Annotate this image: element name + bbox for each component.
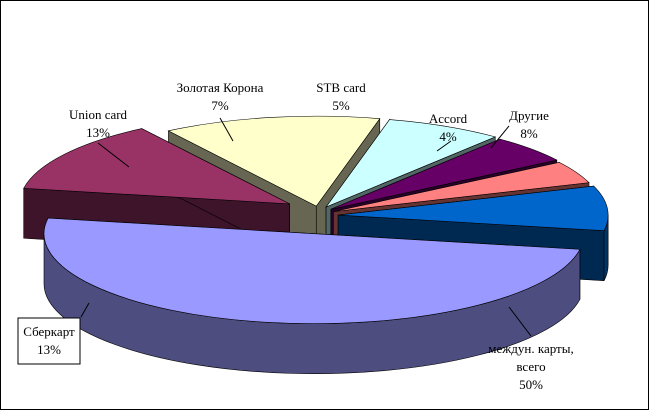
- leader-line-union-card: [97, 142, 130, 168]
- data-label-междун-карты-всего-line-1: междун. карты,: [488, 341, 573, 356]
- data-label-другие-line-2: 8%: [520, 126, 538, 141]
- pie-slice-междун-карты-всего: [43, 217, 581, 375]
- label-box-сберкарт: [17, 317, 81, 365]
- data-label-union-card-line-2: 13%: [86, 125, 110, 140]
- data-label-union-card-line-1: Union card: [69, 107, 128, 122]
- slice-top-face: [167, 115, 381, 207]
- data-label-stb-card-line-1: STB card: [316, 80, 366, 95]
- data-label-сберкарт-line-1: Сберкарт: [23, 324, 75, 339]
- data-label-accord-line-1: Accord: [429, 111, 468, 126]
- slice-top-face: [333, 162, 590, 212]
- pie-slices: [23, 115, 609, 375]
- data-label-другие-line-1: Другие: [509, 108, 549, 123]
- data-label-золотая-корона-line-2: 7%: [211, 98, 229, 113]
- leader-line-сберкарт: [80, 302, 90, 318]
- leader-line-междун-карты-всего: [508, 306, 532, 337]
- data-labels: междун. карты, всего 50% Сберкарт 13% Union c…: [17, 80, 574, 392]
- leader-lines: [80, 117, 532, 337]
- data-label-stb-card-line-2: 5%: [332, 98, 350, 113]
- slice-top-face: [338, 185, 609, 232]
- data-label-accord-line-2: 4%: [439, 129, 457, 144]
- data-label-междун-карты-всего-line-2: всего: [516, 359, 545, 374]
- slice-top-face: [23, 128, 290, 205]
- leader-line-accord: [436, 140, 452, 152]
- leader-line-другие: [490, 125, 510, 149]
- slice-top-face: [325, 119, 497, 208]
- leader-line-золотая-корона: [219, 117, 234, 142]
- slice-top-face: [43, 217, 581, 325]
- data-label-золотая-корона-line-1: Золотая Корона: [177, 80, 264, 95]
- slice-top-face: [330, 138, 558, 210]
- data-label-междун-карты-всего-line-3: 50%: [519, 377, 543, 392]
- data-label-сберкарт-line-2: 13%: [37, 342, 61, 357]
